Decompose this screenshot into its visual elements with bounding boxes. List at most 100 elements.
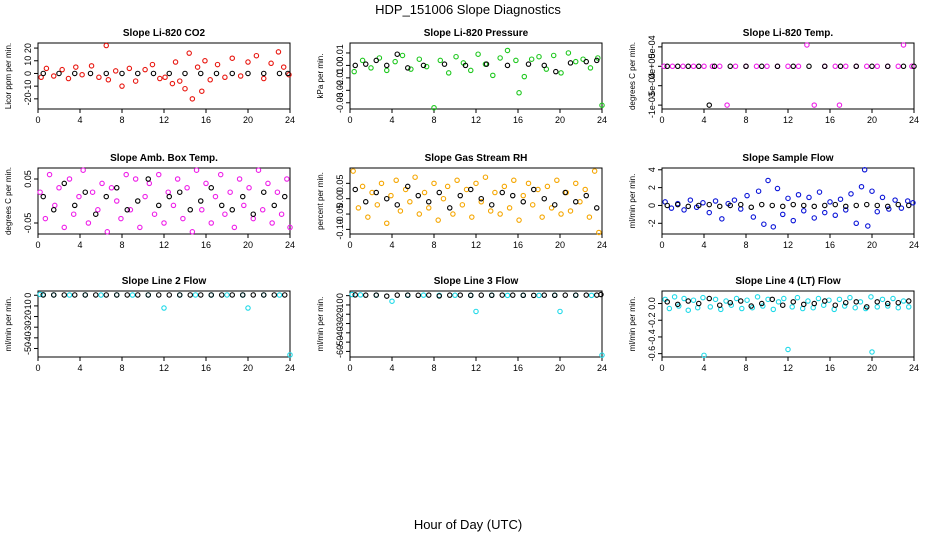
data-point	[781, 295, 787, 302]
mean-point	[530, 292, 537, 299]
mean-point	[198, 292, 204, 298]
y-tick-label: -2	[647, 219, 657, 227]
data-point	[199, 207, 205, 213]
data-point	[253, 52, 260, 59]
data-point	[407, 199, 413, 205]
data-point	[260, 75, 267, 82]
mean-point	[706, 102, 712, 108]
data-point	[269, 220, 275, 226]
series-mean	[40, 292, 288, 298]
data-point	[805, 298, 811, 304]
mean-point	[706, 201, 712, 208]
data-point	[513, 57, 519, 64]
data-point	[739, 305, 745, 312]
data-point	[217, 171, 224, 178]
data-point	[528, 56, 535, 62]
data-point	[104, 229, 111, 235]
x-tick-label: 24	[597, 363, 607, 373]
data-point	[280, 64, 287, 70]
plot-frame	[37, 167, 291, 235]
data-point	[836, 102, 843, 108]
data-point	[193, 167, 200, 173]
mean-point	[240, 193, 246, 200]
mean-point	[383, 293, 390, 299]
data-point	[37, 291, 43, 298]
mean-point	[373, 292, 379, 298]
series-slope	[37, 167, 293, 235]
data-point	[728, 302, 735, 308]
chart-title: Slope Li-820 Pressure	[424, 28, 529, 39]
y-axis-label: ml/min per min.	[316, 297, 325, 352]
mean-point	[394, 51, 400, 57]
mean-point	[229, 292, 236, 298]
data-point	[452, 292, 458, 299]
data-point	[795, 192, 802, 198]
data-point	[265, 180, 271, 187]
data-point	[95, 207, 101, 213]
chart-panel: Slope Gas Stream RH 0 4 8 12 16 20 24 -0.10-0.05…	[316, 153, 607, 250]
data-point	[852, 304, 858, 311]
mean-point	[271, 292, 277, 298]
y-tick-label: 0	[23, 71, 33, 76]
mean-point	[832, 302, 838, 308]
data-point	[863, 63, 870, 70]
x-tick-label: 16	[201, 363, 211, 373]
data-point	[905, 304, 912, 310]
data-point	[351, 68, 357, 75]
data-point	[103, 42, 110, 49]
mean-point	[124, 207, 131, 213]
data-point	[701, 63, 707, 70]
x-tick-label: 16	[513, 240, 523, 250]
data-point	[66, 176, 73, 182]
data-point	[588, 292, 595, 299]
mean-point	[884, 203, 891, 210]
data-point	[56, 185, 62, 191]
y-tick-label: 2	[647, 185, 657, 190]
data-point	[733, 295, 740, 302]
x-tick-label: 20	[555, 115, 565, 125]
data-point	[469, 214, 475, 220]
data-point	[454, 177, 460, 184]
mean-point	[436, 189, 442, 196]
mean-point	[260, 292, 267, 298]
y-tick-label: -20	[335, 308, 345, 321]
y-tick-label: 0.00	[335, 190, 345, 208]
x-tick-label: 4	[701, 115, 706, 125]
data-point	[189, 96, 196, 102]
data-point	[544, 183, 551, 190]
mean-point	[743, 63, 749, 70]
data-point	[837, 196, 844, 202]
data-point	[898, 205, 905, 211]
y-axis-label: degrees C per min.	[4, 167, 13, 235]
x-tick-label: 16	[825, 363, 835, 373]
data-point	[719, 216, 725, 222]
mean-point	[156, 202, 162, 209]
mean-point	[583, 192, 589, 199]
series-mean	[40, 70, 291, 77]
mean-point	[790, 201, 796, 208]
data-point	[669, 63, 676, 70]
series-mean	[352, 51, 600, 75]
data-point	[599, 352, 605, 358]
data-point	[65, 75, 72, 82]
y-tick-label: 5e-04	[647, 35, 657, 58]
data-point	[189, 229, 196, 235]
x-tick-label: 4	[77, 363, 82, 373]
data-point	[795, 63, 802, 70]
x-tick-label: 16	[201, 240, 211, 250]
mean-point	[271, 202, 277, 209]
mean-point	[103, 193, 110, 200]
mean-point	[711, 63, 718, 70]
mean-point	[541, 195, 547, 202]
plot-frame	[37, 290, 291, 358]
mean-point	[520, 199, 526, 205]
chart-title: Slope Amb. Box Temp.	[110, 153, 218, 164]
mean-point	[40, 292, 46, 298]
mean-point	[884, 300, 891, 307]
data-point	[76, 193, 82, 200]
x-tick-label: 0	[347, 115, 352, 125]
data-point	[572, 58, 579, 65]
data-point	[869, 349, 875, 355]
mean-point	[790, 63, 796, 70]
